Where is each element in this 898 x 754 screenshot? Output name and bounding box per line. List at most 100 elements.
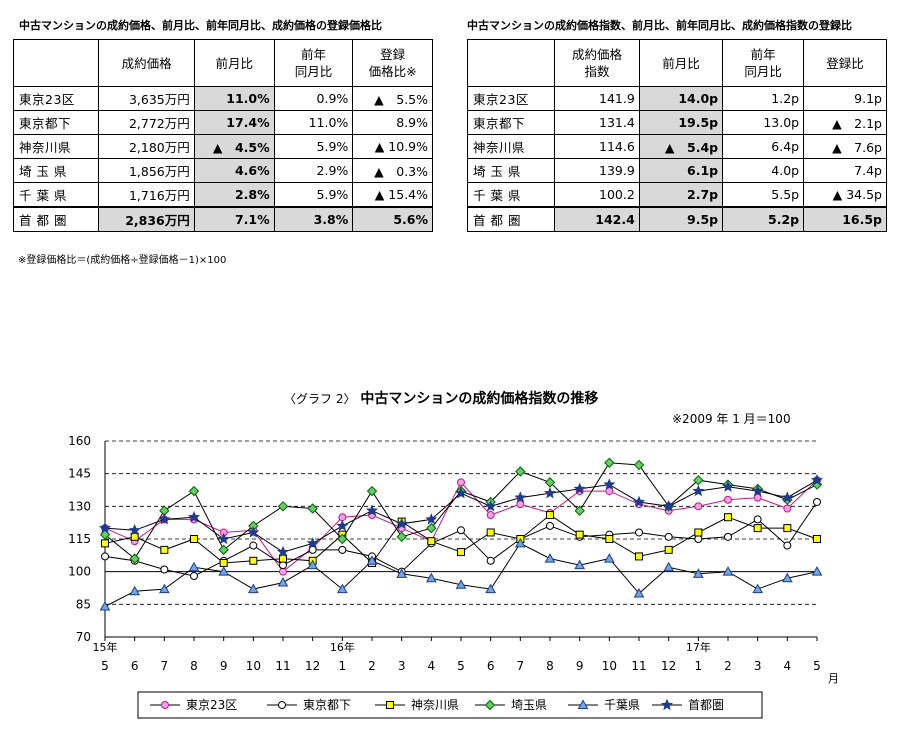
cell-yoy: 5.9% — [273, 134, 354, 159]
data-point — [516, 500, 525, 509]
data-point — [366, 485, 378, 497]
cell-yoy: 5.2p — [722, 206, 805, 232]
cell-name: 東京都下 — [466, 110, 556, 135]
data-point — [514, 491, 527, 503]
x-tick-label: 12 — [661, 659, 676, 673]
cell-reg: 9.1p — [803, 86, 887, 111]
y-tick-label: 100 — [68, 565, 91, 579]
data-point — [219, 558, 228, 567]
table1-title: 中古マンションの成約価格、前月比、前年同月比、成約価格の登録価格比 — [19, 19, 382, 32]
cell-reg: ▲ 0.3% — [352, 158, 433, 183]
table-row: 埼 玉 県 139.9 6.1p 4.0p 7.4p — [466, 158, 887, 183]
x-tick-label: 9 — [576, 659, 584, 673]
data-point — [396, 531, 407, 543]
data-point — [694, 502, 703, 511]
data-point — [307, 559, 319, 570]
cell-reg: 8.9% — [352, 110, 433, 135]
data-point — [603, 553, 615, 563]
data-point — [546, 511, 554, 520]
data-point — [752, 583, 764, 594]
data-point — [751, 484, 764, 497]
data-point — [604, 457, 615, 468]
data-point — [188, 485, 200, 497]
data-point — [721, 480, 735, 492]
cell-name: 首 都 圏 — [12, 206, 100, 232]
legend-marker — [484, 699, 496, 711]
cell-yoy: 3.8% — [273, 206, 354, 232]
header-price: 成約価格 — [98, 39, 195, 87]
data-point — [781, 491, 794, 503]
data-point — [336, 583, 348, 594]
y-tick-label: 130 — [68, 499, 91, 513]
data-point — [425, 572, 437, 583]
y-tick-label: 85 — [76, 597, 91, 611]
cell-reg: 16.5p — [803, 206, 887, 232]
y-tick-label: 70 — [76, 630, 91, 644]
cell-yoy: 11.0% — [273, 110, 354, 135]
table-row: 首 都 圏 142.4 9.5p 5.2p 16.5p — [466, 206, 887, 232]
data-point — [101, 552, 109, 561]
data-point — [783, 504, 792, 513]
cell-reg: 7.4p — [803, 158, 887, 183]
cell-idx: 114.6 — [554, 134, 640, 159]
table-row: 埼 玉 県 1,856万円 4.6% 2.9% ▲ 0.3% — [12, 158, 433, 183]
legend-label: 埼玉県 — [511, 698, 547, 712]
table-row: 神奈川県 2,180万円 ▲ 4.5% 5.9% ▲ 10.9% — [12, 134, 433, 159]
cell-price: 3,635万円 — [98, 86, 195, 111]
data-point — [603, 478, 616, 490]
data-point — [753, 493, 762, 502]
chart-title: 〈グラフ 2〉 中古マンションの成約価格指数の推移 — [284, 388, 598, 408]
data-point — [486, 528, 495, 537]
x-tick-label: 7 — [161, 659, 169, 673]
legend-marker — [577, 699, 589, 709]
table-row: 首 都 圏 2,836万円 7.1% 3.8% 5.6% — [12, 206, 433, 232]
data-point — [188, 561, 200, 572]
data-point — [632, 495, 646, 508]
data-point — [635, 528, 643, 537]
x-tick-label: 4 — [428, 659, 436, 673]
cell-mom: 14.0p — [638, 86, 724, 111]
legend-label: 東京23区 — [186, 698, 237, 712]
data-point — [158, 583, 170, 594]
data-point — [277, 501, 289, 512]
data-point — [722, 566, 734, 576]
data-point — [692, 568, 704, 578]
cell-yoy: 6.4p — [722, 134, 805, 159]
data-point — [664, 532, 673, 541]
index-table: 成約価格 指数 前月比 前年 同月比 登録比 東京23区 141.9 14.0p 1.2p… — [466, 39, 887, 232]
header-blank — [466, 39, 556, 87]
header-reg: 登録 価格比※ — [352, 39, 433, 87]
data-point — [395, 517, 408, 529]
cell-name: 東京都下 — [12, 110, 100, 135]
table-row: 千 葉 県 1,716万円 2.8% 5.9% ▲ 15.4% — [12, 182, 433, 208]
cell-reg: ▲ 5.5% — [352, 86, 433, 111]
data-point — [753, 515, 762, 524]
table-header-row: 成約価格 前月比 前年 同月比 登録 価格比※ — [12, 39, 433, 87]
data-point — [338, 545, 347, 554]
data-point — [279, 554, 287, 563]
cell-name: 東京23区 — [466, 86, 556, 111]
cell-idx: 142.4 — [554, 206, 640, 232]
data-point — [783, 524, 792, 533]
data-point — [813, 535, 821, 543]
series-line-3 — [104, 462, 818, 560]
data-point — [544, 553, 556, 563]
cell-price: 2,180万円 — [98, 134, 195, 159]
data-point — [484, 499, 497, 512]
table-row: 東京都下 2,772万円 17.4% 11.0% 8.9% — [12, 110, 433, 135]
cell-idx: 131.4 — [554, 110, 640, 135]
cell-price: 2,836万円 — [98, 206, 195, 232]
data-point — [605, 535, 614, 543]
cell-yoy: 4.0p — [722, 158, 805, 183]
cell-price: 2,772万円 — [98, 110, 195, 135]
data-point — [457, 548, 465, 557]
data-point — [724, 532, 732, 541]
y-tick-label: 115 — [68, 532, 91, 546]
legend-label: 首都圏 — [688, 698, 724, 712]
header-index: 成約価格 指数 — [554, 39, 640, 87]
table-row: 千 葉 県 100.2 2.7p 5.5p ▲ 34.5p — [466, 182, 887, 208]
data-point — [455, 579, 467, 589]
x-tick-label: 11 — [275, 659, 290, 673]
data-point — [543, 486, 557, 499]
